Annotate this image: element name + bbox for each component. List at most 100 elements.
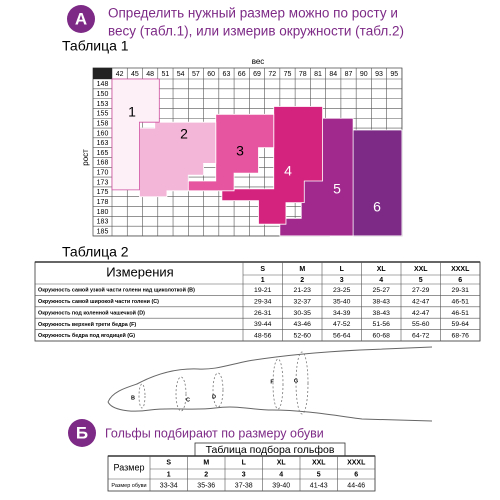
cell-text: 45 bbox=[131, 71, 139, 78]
cell-text: 1 bbox=[128, 104, 136, 120]
cell-text: 6 bbox=[354, 471, 358, 478]
cell-text: M bbox=[203, 459, 209, 466]
cell-text: Окружность бедра под ягодицей (G) bbox=[38, 332, 135, 339]
cell-text: 39-40 bbox=[272, 482, 290, 489]
cell-text: 48-56 bbox=[254, 333, 272, 340]
cell-text: 81 bbox=[314, 71, 322, 78]
cell-text: 37-38 bbox=[235, 482, 253, 489]
cell-text: 160 bbox=[97, 130, 109, 137]
cell-text: 183 bbox=[97, 219, 109, 226]
cell-text: 47-52 bbox=[333, 321, 351, 328]
table-title: Таблица 2 bbox=[62, 244, 129, 260]
cell-text: 1 bbox=[261, 277, 265, 284]
cell-text: 29-34 bbox=[254, 298, 272, 305]
cell-text: вес bbox=[252, 57, 265, 66]
cell-text: 75 bbox=[284, 71, 292, 78]
cell-text: 38-43 bbox=[373, 310, 391, 317]
cell-text: 35-40 bbox=[333, 298, 351, 305]
cell-text: 4 bbox=[284, 163, 292, 179]
cell-text: 1 bbox=[167, 471, 171, 478]
cell-text: 52-60 bbox=[294, 333, 312, 340]
heading: Гольфы подбирают по размеру обуви bbox=[105, 426, 324, 440]
size-region bbox=[111, 78, 160, 191]
cell-text: 34-39 bbox=[333, 310, 351, 317]
cell-text: Окружность самой широкой части голени (C… bbox=[38, 298, 159, 305]
cell-text: S bbox=[260, 266, 265, 273]
cell-text: 87 bbox=[345, 71, 353, 78]
cell-text: 43-46 bbox=[294, 321, 312, 328]
cell-text: 26-31 bbox=[254, 310, 272, 317]
cell-text: 39-44 bbox=[254, 321, 272, 328]
cell-text: G bbox=[294, 378, 298, 384]
cell-text: B bbox=[131, 395, 135, 401]
cell-text: XXL bbox=[414, 266, 428, 273]
heading: Определить нужный размер можно по росту … bbox=[108, 6, 398, 21]
cell-text: 148 bbox=[97, 81, 109, 88]
cell-text: 173 bbox=[97, 179, 109, 186]
cell-text: XXL bbox=[312, 459, 326, 466]
cell-text: Окружность верхней трети бедра (F) bbox=[38, 321, 136, 328]
cell-text: XL bbox=[377, 266, 387, 273]
cell-text: 54 bbox=[177, 71, 185, 78]
cell-text: рост bbox=[81, 149, 90, 166]
cell-text: 5 bbox=[317, 471, 321, 478]
cell-text: 180 bbox=[97, 209, 109, 216]
cell-text: 170 bbox=[97, 170, 109, 177]
badge: Б bbox=[76, 423, 88, 442]
cell-text: 163 bbox=[97, 140, 109, 147]
cell-text: 21-23 bbox=[294, 287, 312, 294]
cell-text: 90 bbox=[360, 71, 368, 78]
cell-text: 46-51 bbox=[452, 298, 470, 305]
cell-text: 60-68 bbox=[373, 333, 391, 340]
cell-text: 6 bbox=[373, 199, 381, 215]
cell-text: 60 bbox=[207, 71, 215, 78]
cell-text: XXXL bbox=[347, 459, 366, 466]
cell-text: 78 bbox=[299, 71, 307, 78]
cell-text: 84 bbox=[329, 71, 337, 78]
leg-outline bbox=[107, 401, 433, 422]
badge-circle bbox=[67, 5, 95, 33]
cell-text: 33-34 bbox=[160, 482, 178, 489]
cell-text: 2 bbox=[204, 471, 208, 478]
cell-text: 30-35 bbox=[294, 310, 312, 317]
cell-text: 27-29 bbox=[412, 287, 430, 294]
cell-text: 44-46 bbox=[347, 482, 365, 489]
cell-text: 57 bbox=[192, 71, 200, 78]
cell-text: 150 bbox=[97, 91, 109, 98]
cell-text: 51 bbox=[162, 71, 170, 78]
cell-text: 69 bbox=[253, 71, 261, 78]
cell-text: 56-64 bbox=[333, 333, 351, 340]
cell-text: 42 bbox=[116, 71, 124, 78]
cell-text: 59-64 bbox=[452, 321, 470, 328]
cell-text: 29-31 bbox=[452, 287, 470, 294]
cell-text: 63 bbox=[223, 71, 231, 78]
cell-text: 35-36 bbox=[197, 482, 215, 489]
cell-text: 55-60 bbox=[412, 321, 430, 328]
measure-rings bbox=[138, 351, 309, 415]
badge: A bbox=[75, 9, 87, 28]
leg-outline bbox=[107, 346, 433, 403]
cell-text: XXXL bbox=[451, 266, 470, 273]
cell-text: 46-51 bbox=[452, 310, 470, 317]
cell-text: Размер bbox=[114, 462, 145, 472]
cell-text: 48 bbox=[146, 71, 154, 78]
cell-text: 3 bbox=[242, 471, 246, 478]
cell-text: 2 bbox=[300, 277, 304, 284]
cell-text: 42-47 bbox=[412, 298, 430, 305]
cell-text: 4 bbox=[279, 471, 283, 478]
cell-text: 93 bbox=[375, 71, 383, 78]
cell-text: 51-56 bbox=[373, 321, 391, 328]
cell-text: 165 bbox=[97, 150, 109, 157]
cell-text: 5 bbox=[333, 181, 341, 197]
size-region bbox=[184, 113, 275, 192]
cell-text: L bbox=[242, 459, 247, 466]
cell-text: Окружность под коленной чашечкой (D) bbox=[38, 309, 145, 316]
cell-text: 42-47 bbox=[412, 310, 430, 317]
cell-text: 5 bbox=[419, 277, 423, 284]
cell-text: C bbox=[186, 397, 190, 403]
cell-text: 66 bbox=[238, 71, 246, 78]
badge-circle bbox=[68, 419, 96, 447]
cell-text: 155 bbox=[97, 111, 109, 118]
cell-text: Измерения bbox=[106, 264, 173, 279]
